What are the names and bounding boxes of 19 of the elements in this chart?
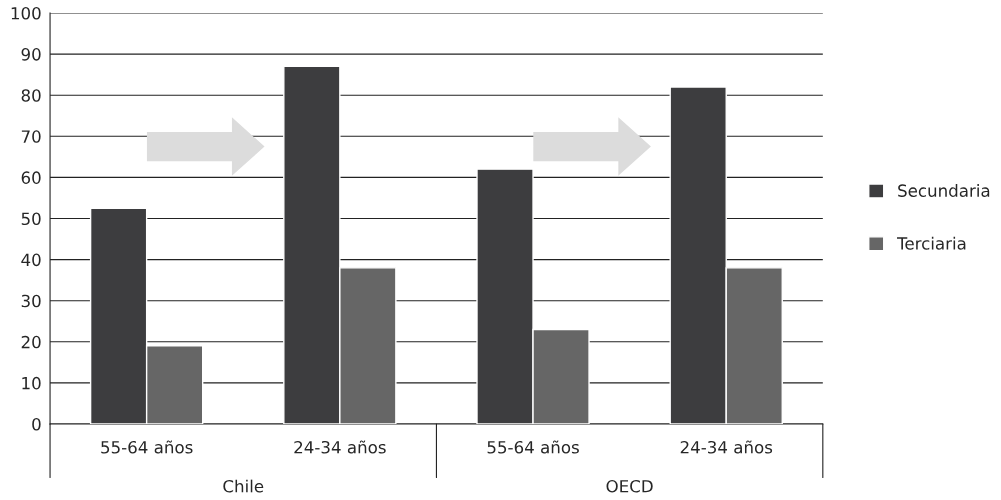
legend-label: Secundaria xyxy=(898,184,990,197)
y-tick-label: 10 xyxy=(22,376,41,390)
legend-label: Terciaria xyxy=(897,236,966,250)
y-tick-label: 40 xyxy=(21,253,41,267)
y-tick-label: 80 xyxy=(21,89,41,102)
y-tick-label: 70 xyxy=(21,130,41,143)
y-tick-label: 50 xyxy=(21,212,41,226)
x-tick-label: 24-34 años xyxy=(680,440,773,454)
y-tick-label: 60 xyxy=(21,171,41,184)
y-tick-label: 90 xyxy=(21,48,41,61)
y-tick-label: 100 xyxy=(11,6,41,20)
y-tick-label: 0 xyxy=(32,417,41,431)
x-tick-label: 24-34 años xyxy=(294,440,386,454)
x-tick-label: 55-64 años xyxy=(487,440,579,454)
text: Chile xyxy=(223,479,264,493)
y-tick-label: 20 xyxy=(21,335,41,349)
text: OECD xyxy=(606,479,653,493)
x-tick-label: 55-64 años xyxy=(101,440,193,454)
y-tick-label: 30 xyxy=(21,294,41,308)
